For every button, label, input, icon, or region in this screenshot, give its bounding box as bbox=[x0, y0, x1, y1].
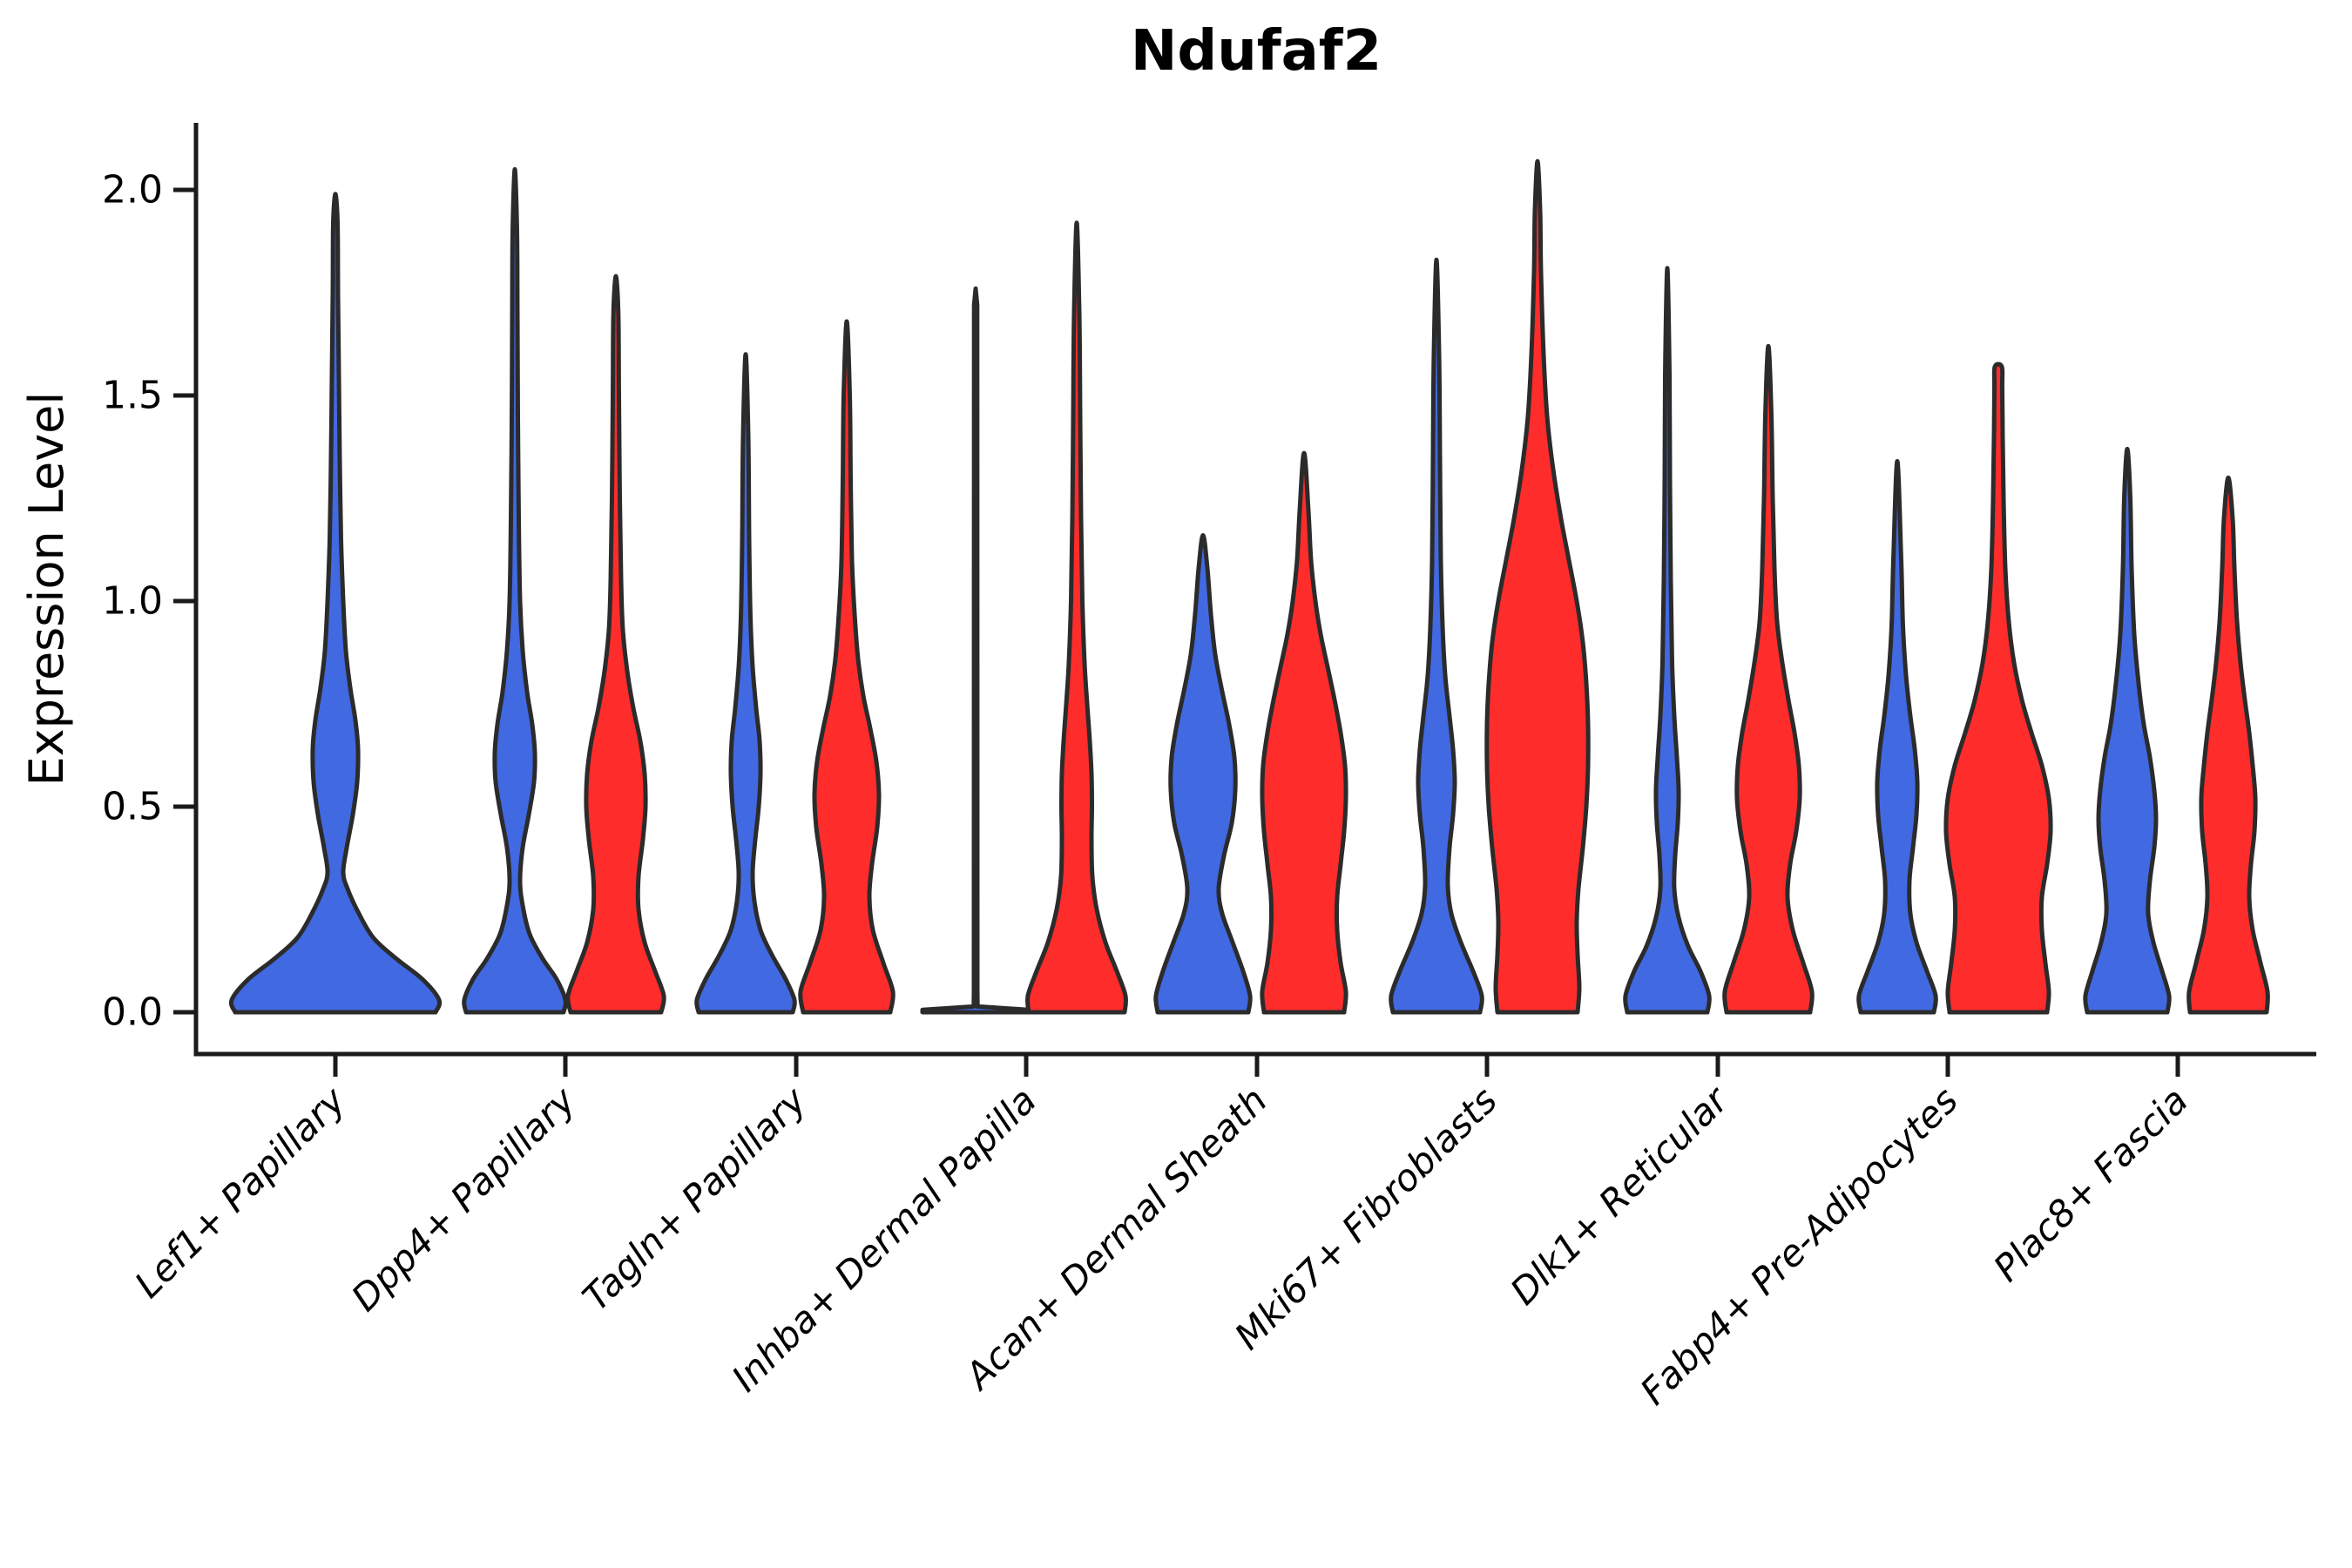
x-tick-label-tagln-papillary: Tagln+ Papillary bbox=[574, 1078, 815, 1320]
x-tick-label-lef1-papillary: Lef1+ Papillary bbox=[126, 1078, 355, 1307]
violin-plac8-fascia-blue bbox=[2083, 446, 2172, 1015]
x-tick-label-mki67-fibroblasts: Mki67+ Fibroblasts bbox=[1227, 1078, 1505, 1357]
x-tick-label-plac8-fascia: Plac8+ Fascia bbox=[1985, 1078, 2196, 1289]
violin-dlk1-reticular-red bbox=[1722, 343, 1815, 1015]
chart-title: Ndufaf2 bbox=[1131, 19, 1382, 84]
violin-dlk1-reticular-blue bbox=[1623, 266, 1712, 1015]
y-tick-label-2.0: 2.0 bbox=[102, 168, 163, 213]
violin-tagln-papillary-blue bbox=[694, 352, 797, 1015]
x-tick-label-dlk1-reticular: Dlk1+ Reticular bbox=[1502, 1077, 1738, 1313]
violin-mki67-fibroblasts-blue bbox=[1389, 257, 1484, 1015]
y-tick-label-0.5: 0.5 bbox=[102, 785, 163, 829]
violin-dpp4-papillary-red bbox=[565, 274, 666, 1015]
violin-mki67-fibroblasts-red bbox=[1484, 159, 1591, 1015]
x-tick-label-dpp4-papillary: Dpp4+ Papillary bbox=[343, 1078, 585, 1320]
violin-plac8-fascia-red bbox=[2186, 475, 2270, 1015]
y-tick-label-1.0: 1.0 bbox=[102, 579, 163, 624]
violin-dpp4-papillary-blue bbox=[462, 166, 568, 1015]
y-axis-label: Expression Level bbox=[19, 392, 74, 787]
violin-tagln-papillary-red bbox=[798, 319, 896, 1015]
violin-acan-dermal-sheath-red bbox=[1260, 450, 1348, 1015]
violin-fabp4-pre-adipocytes-blue bbox=[1856, 459, 1938, 1015]
violin-fabp4-pre-adipocytes-red bbox=[1943, 362, 2053, 1015]
violin-acan-dermal-sheath-blue bbox=[1153, 533, 1253, 1015]
y-tick-label-1.5: 1.5 bbox=[102, 374, 163, 418]
violin-inhba-dermal-papilla-red bbox=[1024, 220, 1129, 1015]
violin-inhba-dermal-papilla-blue bbox=[920, 286, 1031, 1015]
y-tick-label-0.0: 0.0 bbox=[102, 990, 163, 1035]
violin-lef1-papillary-blue bbox=[228, 192, 443, 1015]
